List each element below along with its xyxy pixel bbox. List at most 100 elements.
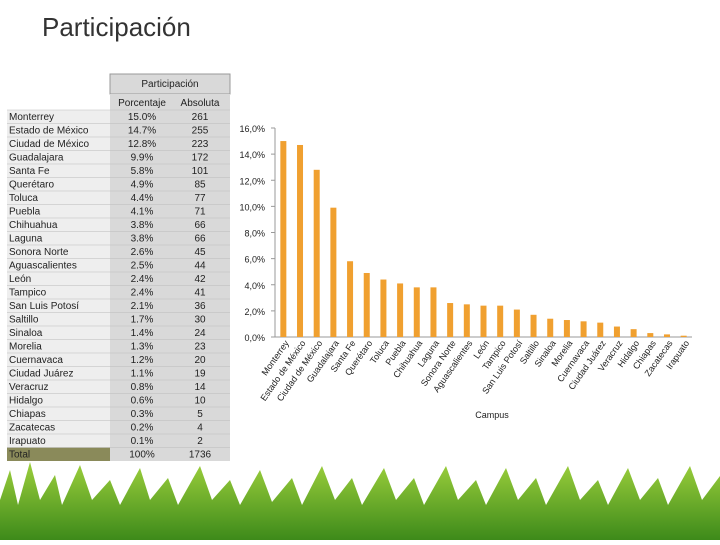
row-abs: 10 bbox=[194, 396, 206, 407]
table-header: Participación bbox=[141, 79, 198, 90]
row-name: Saltillo bbox=[9, 315, 39, 326]
row-name: Veracruz bbox=[9, 382, 48, 393]
row-name: Sinaloa bbox=[9, 328, 43, 339]
bar bbox=[297, 144, 304, 337]
row-abs: 66 bbox=[194, 220, 206, 231]
row-name: Laguna bbox=[9, 234, 43, 245]
grass-decoration bbox=[0, 462, 720, 540]
names-bg bbox=[7, 110, 110, 448]
bar bbox=[480, 305, 487, 337]
row-abs: 20 bbox=[194, 355, 206, 366]
row-abs: 1736 bbox=[189, 450, 212, 461]
row-pct: 5.8% bbox=[131, 166, 154, 177]
y-tick-label: 12,0% bbox=[239, 176, 265, 186]
column-header: Porcentaje bbox=[118, 98, 166, 109]
bar bbox=[397, 283, 404, 337]
row-abs: 101 bbox=[192, 166, 209, 177]
row-pct: 0.1% bbox=[131, 436, 154, 447]
slide-title: Participación bbox=[42, 12, 191, 42]
bar bbox=[547, 318, 554, 337]
row-abs: 255 bbox=[192, 126, 209, 137]
row-abs: 5 bbox=[197, 409, 203, 420]
y-tick-label: 2,0% bbox=[244, 307, 265, 317]
row-name: Morelia bbox=[9, 342, 42, 353]
row-abs: 41 bbox=[194, 288, 206, 299]
row-abs: 24 bbox=[194, 328, 206, 339]
row-name: Hidalgo bbox=[9, 396, 43, 407]
total-row-bg bbox=[7, 447, 110, 461]
row-pct: 0.6% bbox=[131, 396, 154, 407]
row-name: San Luis Potosí bbox=[9, 301, 79, 312]
row-name: Cuernavaca bbox=[9, 355, 63, 366]
row-pct: 4.4% bbox=[131, 193, 154, 204]
row-name: Aguascalientes bbox=[9, 261, 77, 272]
row-pct: 100% bbox=[129, 450, 155, 461]
bar bbox=[330, 207, 337, 337]
row-abs: 14 bbox=[194, 382, 206, 393]
bar bbox=[597, 322, 604, 337]
row-name: Tampico bbox=[9, 288, 47, 299]
row-pct: 12.8% bbox=[128, 139, 156, 150]
row-name: Monterrey bbox=[9, 112, 54, 123]
row-abs: 223 bbox=[192, 139, 209, 150]
bar bbox=[663, 334, 670, 337]
row-pct: 1.3% bbox=[131, 342, 154, 353]
column-header: Absoluta bbox=[181, 98, 220, 109]
row-name: Toluca bbox=[9, 193, 38, 204]
bar bbox=[347, 261, 354, 337]
row-name: Total bbox=[9, 450, 30, 461]
row-abs: 45 bbox=[194, 247, 206, 258]
row-pct: 0.3% bbox=[131, 409, 154, 420]
row-pct: 3.8% bbox=[131, 220, 154, 231]
row-name: Guadalajara bbox=[9, 153, 64, 164]
row-pct: 14.7% bbox=[128, 126, 156, 137]
row-abs: 42 bbox=[194, 274, 206, 285]
y-tick-label: 6,0% bbox=[244, 255, 265, 265]
y-tick-label: 0,0% bbox=[244, 333, 265, 343]
row-abs: 30 bbox=[194, 315, 206, 326]
bar bbox=[680, 335, 687, 337]
chart: 0,0% 2,0% 4,0% 6,0% 8,0% 10,0% 12,0% 14,0% 16,0%… bbox=[239, 124, 692, 420]
row-name: León bbox=[9, 274, 31, 285]
table: Participación Porcentaje Absoluta Monterrey… bbox=[7, 73, 231, 461]
row-name: Ciudad de México bbox=[9, 139, 89, 150]
bar bbox=[313, 169, 320, 337]
row-pct: 0.8% bbox=[131, 382, 154, 393]
bar bbox=[580, 321, 587, 337]
row-abs: 71 bbox=[194, 207, 206, 218]
bar bbox=[430, 287, 437, 337]
row-name: Chihuahua bbox=[9, 220, 58, 231]
bar bbox=[530, 314, 537, 337]
row-pct: 1.7% bbox=[131, 315, 154, 326]
row-pct: 2.6% bbox=[131, 247, 154, 258]
bar bbox=[497, 305, 504, 337]
row-abs: 172 bbox=[192, 153, 209, 164]
row-name: Estado de México bbox=[9, 126, 89, 137]
row-pct: 1.1% bbox=[131, 369, 154, 380]
bar bbox=[280, 141, 287, 337]
row-name: Irapuato bbox=[9, 436, 46, 447]
row-pct: 3.8% bbox=[131, 234, 154, 245]
row-name: Santa Fe bbox=[9, 166, 50, 177]
y-tick-label: 4,0% bbox=[244, 281, 265, 291]
row-abs: 23 bbox=[194, 342, 206, 353]
row-abs: 66 bbox=[194, 234, 206, 245]
row-pct: 2.1% bbox=[131, 301, 154, 312]
bar bbox=[613, 326, 620, 337]
row-pct: 9.9% bbox=[131, 153, 154, 164]
bar bbox=[380, 279, 387, 337]
row-abs: 85 bbox=[194, 180, 206, 191]
bar bbox=[647, 333, 654, 337]
row-name: Ciudad Juárez bbox=[9, 369, 73, 380]
row-abs: 77 bbox=[194, 193, 206, 204]
row-abs: 36 bbox=[194, 301, 206, 312]
row-name: Puebla bbox=[9, 207, 41, 218]
row-pct: 4.9% bbox=[131, 180, 154, 191]
bar bbox=[363, 272, 370, 337]
bar bbox=[413, 287, 420, 337]
row-pct: 2.4% bbox=[131, 288, 154, 299]
row-pct: 4.1% bbox=[131, 207, 154, 218]
row-abs: 2 bbox=[197, 436, 203, 447]
row-pct: 0.2% bbox=[131, 423, 154, 434]
